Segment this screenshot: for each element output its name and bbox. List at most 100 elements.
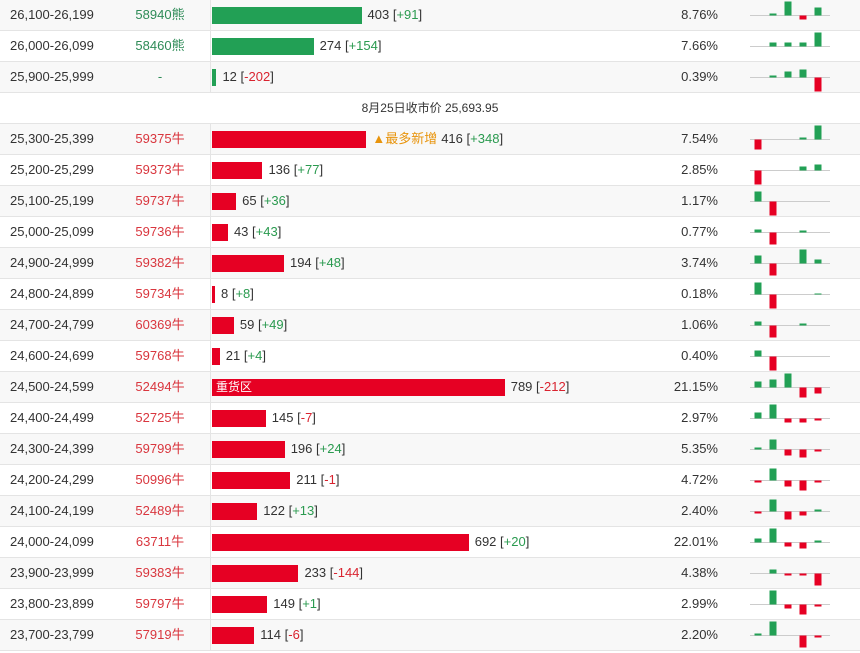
count-info: 145 [-7] [272, 403, 316, 433]
count: 274 [319, 38, 342, 53]
count-bar [212, 7, 362, 24]
code: 59734牛 [135, 286, 185, 301]
sparkline [750, 569, 830, 586]
spark-bar [814, 32, 822, 47]
strike-range: 23,900-23,999 [10, 565, 94, 580]
count: 12 [222, 69, 237, 84]
table-row: 26,100-26,199 58940熊 403 [+91] 8.76% [0, 0, 860, 31]
spark-bar [799, 635, 807, 648]
bracket: [ [536, 379, 540, 394]
sparkline [750, 229, 830, 245]
spark-bar [799, 542, 807, 549]
bracket: [ [240, 69, 245, 84]
sparkline [750, 32, 830, 47]
count-bar [212, 193, 237, 210]
bracket: [ [257, 317, 262, 332]
spark-bar [754, 633, 762, 636]
spark-bar [814, 449, 822, 452]
percent: 2.20% [681, 627, 718, 642]
strike-range: 24,800-24,899 [10, 286, 94, 301]
count-info: 59 [+49] [240, 310, 287, 340]
bracket: ] [317, 596, 321, 611]
count-bar [212, 38, 314, 55]
bracket: ] [285, 193, 290, 208]
strike-range: 25,100-25,199 [10, 193, 94, 208]
spark-bar [769, 621, 777, 636]
count-info: 194 [+48] [290, 248, 345, 278]
percent: 0.39% [681, 69, 718, 84]
strike-range: 24,200-24,299 [10, 472, 94, 487]
change: -6 [288, 627, 300, 642]
bracket: [ [260, 193, 264, 208]
count: 416 [441, 131, 463, 146]
column-divider [210, 31, 211, 61]
table-row: 23,800-23,899 59797牛 149 [+1] 2.99% [0, 589, 860, 620]
table-row: 24,900-24,999 59382牛 194 [+48] 3.74% [0, 248, 860, 279]
spark-bar [799, 418, 807, 423]
code: 58460熊 [135, 38, 185, 53]
bracket: ] [250, 286, 254, 301]
bar-label: 重货区 [216, 380, 253, 394]
count: 211 [296, 472, 317, 487]
count: 403 [367, 7, 390, 22]
spark-bar [754, 381, 762, 388]
bracket: ] [340, 255, 345, 270]
spark-bar [799, 449, 807, 458]
spark-bar [784, 418, 792, 423]
bracket: [ [316, 441, 320, 456]
table-row: 24,800-24,899 59734牛 8 [+8] 0.18% [0, 279, 860, 310]
column-divider [210, 124, 211, 154]
bracket: [ [288, 503, 293, 518]
count-info: 12 [-202] [222, 62, 273, 92]
bracket: ] [418, 7, 423, 22]
spark-bar [799, 604, 807, 615]
percent: 2.97% [681, 410, 718, 425]
strike-range: 24,900-24,999 [10, 255, 94, 270]
percent: 0.40% [681, 348, 718, 363]
table-row: 25,900-25,999 - 12 [-202] 0.39% [0, 62, 860, 93]
sparkline [750, 499, 830, 520]
count-bar [212, 565, 299, 582]
spark-bar [799, 42, 807, 47]
code: 59736牛 [135, 224, 185, 239]
spark-bar [769, 528, 777, 543]
count-bar [212, 596, 268, 613]
spark-bar [814, 77, 822, 92]
table-row: 23,700-23,799 57919牛 114 [-6] 2.20% [0, 620, 860, 651]
strike-range: 26,100-26,199 [10, 7, 94, 22]
spark-bar [814, 604, 822, 607]
spark-bar [799, 230, 807, 233]
strike-range: 24,300-24,399 [10, 441, 94, 456]
spark-bar [814, 573, 822, 586]
percent: 8.76% [681, 7, 718, 22]
code: 50996牛 [135, 472, 185, 487]
spark-bar [769, 379, 777, 388]
change: +4 [247, 348, 263, 363]
spark-bar [769, 294, 777, 309]
spark-bar [754, 191, 762, 202]
spark-bar [814, 480, 822, 483]
column-divider [210, 279, 211, 309]
table-row: 25,300-25,399 59375牛 ▲最多新增 416 [+348] 7.54% [0, 124, 860, 155]
spark-bar [799, 573, 807, 576]
column-divider [210, 217, 211, 247]
tag: ▲最多新增 [372, 131, 438, 146]
code: 59383牛 [135, 565, 185, 580]
bracket: ] [277, 224, 282, 239]
strike-range: 24,700-24,799 [10, 317, 94, 332]
column-divider [210, 620, 211, 650]
bracket: [ [315, 255, 319, 270]
count-info: 211 [-1] [296, 465, 339, 495]
close-price-divider: 8月25日收市价 25,693.95 [0, 93, 860, 124]
table-row: 24,200-24,299 50996牛 211 [-1] 4.72% [0, 465, 860, 496]
count: 136 [268, 162, 291, 177]
percent: 2.85% [681, 162, 718, 177]
change: +91 [396, 7, 419, 22]
bracket: ] [283, 317, 288, 332]
bracket: ] [525, 534, 530, 549]
strike-range: 24,500-24,599 [10, 379, 94, 394]
count-info: 21 [+4] [226, 341, 266, 371]
bracket: [ [500, 534, 504, 549]
column-divider [210, 186, 211, 216]
column-divider [210, 558, 211, 588]
